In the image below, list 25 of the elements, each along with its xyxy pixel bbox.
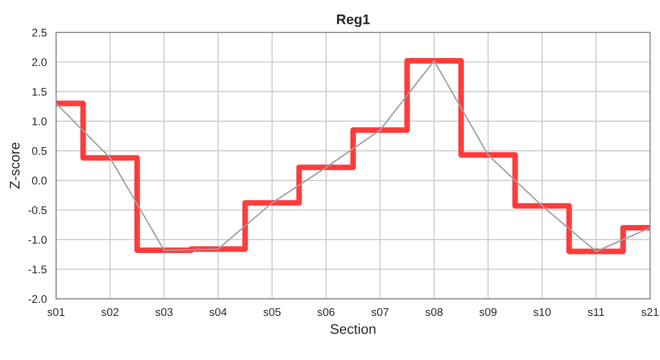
y-tick-label: -1.0: [28, 236, 47, 244]
y-tick-label: -2.0: [28, 295, 47, 303]
x-tick-label: s05: [263, 308, 281, 316]
y-tick-label: 0.0: [32, 176, 47, 185]
x-tick-label: s09: [479, 308, 497, 316]
x-tick-label: s21: [641, 308, 659, 316]
x-tick-label: s06: [317, 308, 335, 316]
y-tick-label: -1.5: [28, 266, 47, 274]
x-tick-label: s01: [47, 308, 65, 316]
x-axis-title: Section: [330, 324, 376, 334]
y-tick-label: 2.0: [32, 58, 47, 66]
y-tick-label: -0.5: [28, 206, 47, 214]
x-tick-label: s08: [425, 308, 443, 316]
y-tick-label: 2.5: [32, 28, 47, 37]
y-tick-label: 0.5: [32, 147, 47, 155]
y-axis-title: Z-score: [10, 142, 20, 189]
x-tick-label: s07: [371, 308, 388, 316]
x-tick-label: s03: [155, 308, 173, 316]
y-tick-label: 1.5: [32, 88, 47, 96]
x-tick-label: s11: [588, 308, 604, 316]
x-tick-label: s04: [209, 308, 227, 316]
y-tick-label: 1.0: [32, 117, 47, 126]
x-tick-label: s10: [533, 308, 551, 316]
x-tick-label: s02: [101, 308, 118, 316]
chart-title: Reg1: [337, 14, 370, 28]
